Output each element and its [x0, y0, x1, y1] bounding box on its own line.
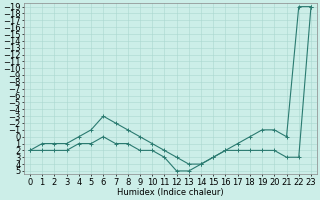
- X-axis label: Humidex (Indice chaleur): Humidex (Indice chaleur): [117, 188, 224, 197]
